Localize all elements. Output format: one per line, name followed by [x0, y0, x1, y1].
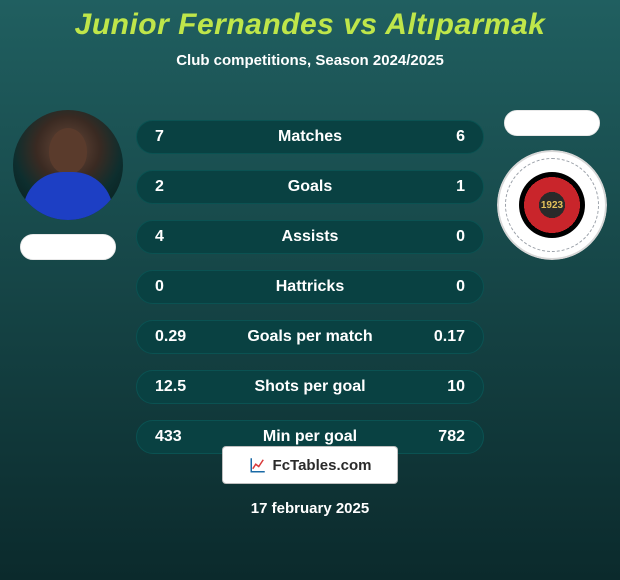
stat-value-right: 10 [395, 378, 465, 396]
player-right-column: 1923 [492, 110, 612, 260]
stat-value-right: 0 [395, 278, 465, 296]
stat-row: 0Hattricks0 [136, 270, 484, 304]
flag-stripe [568, 111, 599, 135]
player-right-crest: 1923 [497, 150, 607, 260]
stat-label: Matches [225, 128, 395, 146]
stat-label: Min per goal [225, 428, 395, 446]
player-left-column [8, 110, 128, 260]
flag-stripe [84, 235, 115, 259]
player-right-flag [504, 110, 600, 136]
club-crest: 1923 [497, 150, 607, 260]
site-logo: FcTables.com [222, 446, 398, 484]
stat-value-left: 4 [155, 228, 225, 246]
stat-label: Assists [225, 228, 395, 246]
player-left-photo [13, 110, 123, 220]
crest-year: 1923 [541, 200, 563, 211]
card-root: Junior Fernandes vs Altıparmak Club comp… [0, 0, 620, 580]
stat-label: Goals [225, 178, 395, 196]
stat-value-right: 782 [395, 428, 465, 446]
stat-row: 4Assists0 [136, 220, 484, 254]
stat-value-right: 1 [395, 178, 465, 196]
crest-inner: 1923 [519, 172, 585, 238]
stat-row: 0.29Goals per match0.17 [136, 320, 484, 354]
flag-stripe [21, 235, 52, 259]
stat-value-right: 0.17 [395, 328, 465, 346]
stat-value-right: 6 [395, 128, 465, 146]
flag-stripe [505, 111, 536, 135]
page-title: Junior Fernandes vs Altıparmak [0, 0, 620, 42]
stat-value-left: 0 [155, 278, 225, 296]
stat-row: 2Goals1 [136, 170, 484, 204]
stat-row: 7Matches6 [136, 120, 484, 154]
stat-value-left: 7 [155, 128, 225, 146]
stats-rows: 7Matches62Goals14Assists00Hattricks00.29… [136, 120, 484, 454]
chart-icon [249, 456, 267, 474]
stat-value-left: 12.5 [155, 378, 225, 396]
flag-stripe [536, 111, 567, 135]
stat-label: Hattricks [225, 278, 395, 296]
flag-stripe [52, 235, 83, 259]
date-text: 17 february 2025 [0, 500, 620, 517]
stat-label: Goals per match [225, 328, 395, 346]
stat-label: Shots per goal [225, 378, 395, 396]
stat-row: 12.5Shots per goal10 [136, 370, 484, 404]
stat-value-left: 0.29 [155, 328, 225, 346]
player-left-flag [20, 234, 116, 260]
stat-value-left: 2 [155, 178, 225, 196]
stat-value-left: 433 [155, 428, 225, 446]
site-logo-text: FcTables.com [273, 457, 372, 474]
subtitle: Club competitions, Season 2024/2025 [0, 52, 620, 69]
stat-value-right: 0 [395, 228, 465, 246]
